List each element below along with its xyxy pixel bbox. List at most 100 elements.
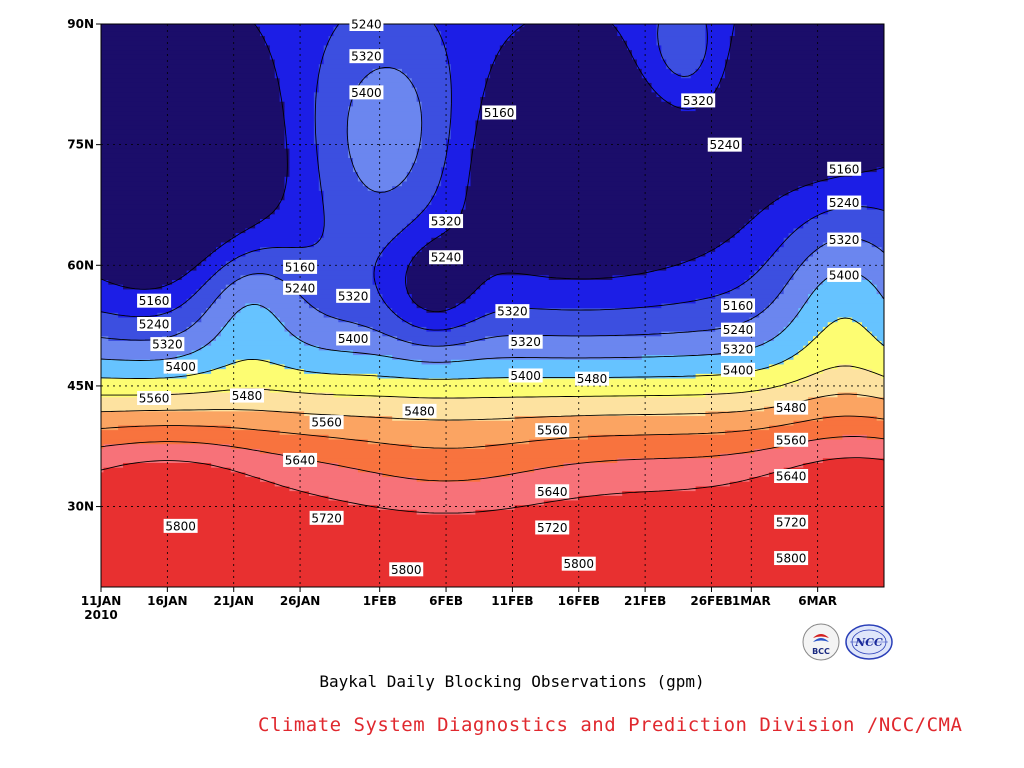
- field-cell: [475, 129, 884, 135]
- field-cell: [798, 349, 884, 356]
- field-cell: [661, 302, 770, 309]
- field-cell: [480, 476, 750, 482]
- field-cell: [387, 241, 427, 248]
- field-cell: [450, 82, 486, 88]
- contour-label-bg: [137, 316, 172, 331]
- contour-label-bg: [508, 334, 543, 349]
- field-cell: [397, 232, 442, 238]
- field-cell: [773, 335, 814, 341]
- field-cell: [186, 373, 378, 379]
- field-cell: [426, 307, 447, 313]
- field-cell: [485, 82, 652, 88]
- x-tick-label: 26FEB: [690, 594, 732, 608]
- field-cell: [436, 24, 525, 27]
- field-cell: [465, 190, 789, 196]
- field-cell: [284, 115, 315, 121]
- field-cell: [421, 246, 716, 252]
- field-cell: [101, 152, 290, 159]
- field-cell: [636, 63, 667, 69]
- field-cell: [318, 176, 359, 182]
- field-cell: [651, 87, 716, 93]
- field-cell: [705, 35, 731, 41]
- field-cell: [101, 115, 285, 121]
- field-cell: [362, 180, 403, 187]
- field-cell: [808, 255, 884, 262]
- field-cell: [446, 58, 496, 65]
- contour-label: 5240: [827, 195, 862, 210]
- field-cell: [411, 77, 452, 83]
- field-cell: [446, 162, 471, 168]
- field-cell: [769, 302, 804, 309]
- field-cell: [353, 91, 418, 98]
- field-cell: [764, 406, 884, 412]
- field-cell: [289, 166, 320, 173]
- contour-label-text: 5560: [776, 433, 807, 447]
- field-cell: [715, 246, 780, 252]
- field-cell: [101, 171, 290, 177]
- field-cell: [700, 63, 726, 69]
- contour-label: 5320: [827, 232, 862, 247]
- x-tick-label: 1MAR: [732, 594, 771, 608]
- contour-label-text: 5800: [776, 552, 807, 566]
- field-cell: [101, 565, 884, 571]
- field-cell: [808, 298, 884, 304]
- contour-label-text: 5560: [139, 391, 170, 405]
- field-cell: [729, 481, 884, 487]
- field-cell: [705, 30, 736, 37]
- field-cell: [338, 24, 437, 27]
- contour-label-text: 5640: [776, 470, 807, 484]
- field-cell: [118, 424, 232, 431]
- field-cell: [333, 392, 706, 398]
- field-cell: [377, 260, 413, 266]
- field-cell: [269, 387, 760, 393]
- field-cell: [328, 40, 442, 46]
- field-cell: [333, 26, 437, 32]
- field-cell: [817, 284, 878, 290]
- field-cell: [101, 77, 281, 83]
- field-cell: [101, 279, 109, 285]
- field-cell: [392, 415, 515, 421]
- field-cell: [397, 335, 486, 341]
- field-cell: [411, 298, 466, 304]
- field-cell: [876, 284, 884, 290]
- field-cell: [101, 199, 281, 205]
- field-cell: [441, 166, 471, 173]
- field-cell: [101, 560, 884, 567]
- field-cell: [406, 171, 442, 177]
- field-cell: [641, 68, 672, 74]
- field-cell: [101, 270, 188, 276]
- field-cell: [808, 293, 882, 299]
- contour-label-bg: [349, 49, 384, 64]
- contour-label: 5480: [229, 388, 264, 403]
- contour-label: 5800: [774, 551, 809, 566]
- field-cell: [416, 476, 481, 482]
- field-cell: [191, 349, 354, 356]
- field-cell: [101, 119, 285, 126]
- field-cell: [101, 133, 285, 140]
- field-cell: [101, 495, 329, 501]
- field-cell: [284, 185, 320, 191]
- contour-label: 5480: [402, 403, 437, 418]
- field-cell: [724, 429, 884, 435]
- field-cell: [470, 162, 884, 168]
- contour-label: 5320: [681, 93, 716, 108]
- field-cell: [783, 288, 814, 295]
- contour-line-5720: [101, 415, 884, 449]
- field-cell: [220, 288, 295, 295]
- field-cell: [480, 101, 672, 107]
- field-cell: [101, 513, 884, 520]
- contour-label-bg: [774, 514, 809, 529]
- field-cell: [631, 54, 662, 60]
- field-cell: [450, 68, 491, 74]
- x-year-label: 2010: [84, 608, 117, 622]
- field-cell: [101, 354, 178, 360]
- field-cell: [101, 194, 285, 201]
- field-cell: [465, 204, 770, 210]
- field-cell: [411, 293, 471, 299]
- field-cell: [313, 105, 349, 112]
- field-cell: [318, 82, 359, 88]
- field-cell: [101, 307, 173, 313]
- contour-label-text: 5320: [829, 233, 860, 247]
- contour-label: 5160: [721, 298, 756, 313]
- field-cell: [382, 293, 413, 299]
